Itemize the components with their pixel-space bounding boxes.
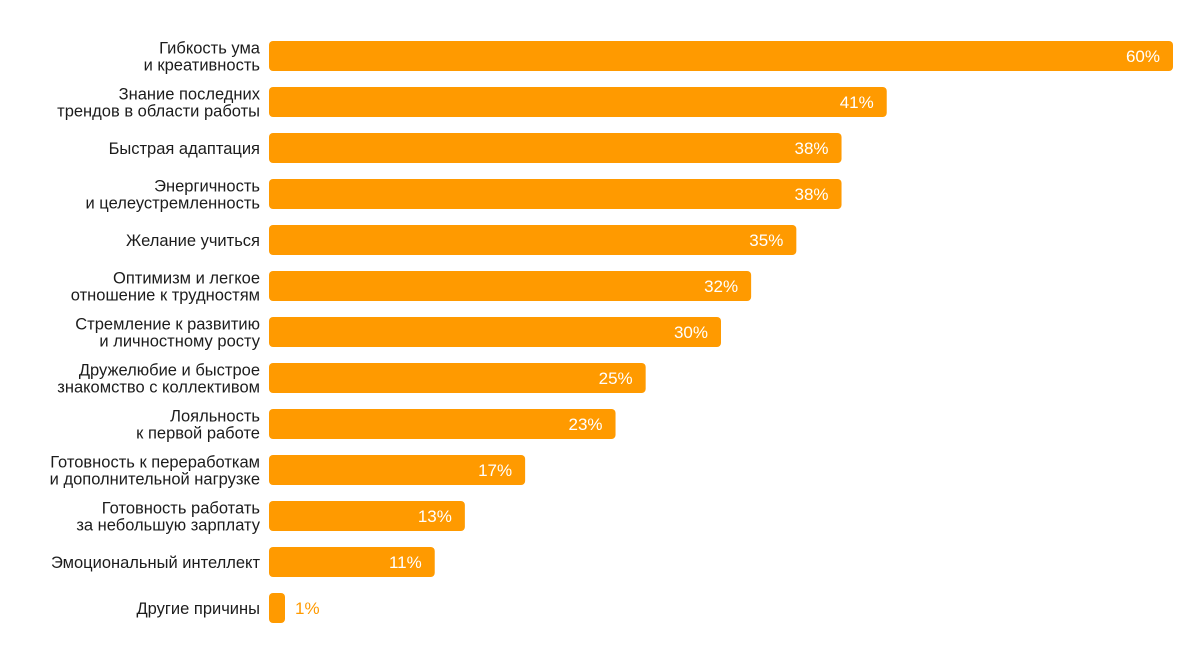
value-label: 1% [295, 599, 320, 618]
value-label: 38% [795, 185, 829, 204]
value-label: 13% [418, 507, 452, 526]
value-label: 35% [749, 231, 783, 250]
bar [269, 501, 465, 531]
category-label: Быстрая адаптация [109, 140, 260, 158]
category-label: Энергичность и целеустремленность [86, 178, 261, 213]
category-label: Другие причины [136, 600, 260, 618]
category-label: Гибкость ума и креативность [144, 40, 261, 75]
bar [269, 455, 526, 485]
category-label: Оптимизм и легкое отношение к трудностям [71, 270, 260, 305]
value-label: 38% [795, 139, 829, 158]
bar [269, 179, 842, 209]
bar [269, 87, 887, 117]
bar [269, 593, 285, 623]
bar [269, 41, 1173, 71]
value-label: 25% [599, 369, 633, 388]
value-label: 23% [569, 415, 603, 434]
category-label: Стремление к развитию и личностному росту [75, 316, 260, 351]
bar [269, 547, 435, 577]
value-label: 11% [389, 553, 422, 572]
category-label: Желание учиться [126, 232, 260, 250]
bar [269, 409, 616, 439]
category-label: Лояльность к первой работе [136, 408, 260, 443]
category-label: Эмоциональный интеллект [51, 554, 260, 572]
bar [269, 363, 646, 393]
category-label: Готовность к переработкам и дополнительно… [50, 454, 260, 489]
bar [269, 317, 721, 347]
category-label: Готовность работать за небольшую зарплату [76, 500, 260, 535]
bar [269, 271, 752, 301]
category-label: Дружелюбие и быстрое знакомство с коллект… [57, 362, 260, 397]
value-label: 41% [840, 93, 874, 112]
category-label: Знание последних трендов в области работы [57, 86, 261, 121]
value-label: 60% [1126, 47, 1160, 66]
value-label: 32% [704, 277, 738, 296]
value-label: 30% [674, 323, 708, 342]
bar [269, 133, 842, 163]
bar [269, 225, 797, 255]
value-label: 17% [478, 461, 512, 480]
